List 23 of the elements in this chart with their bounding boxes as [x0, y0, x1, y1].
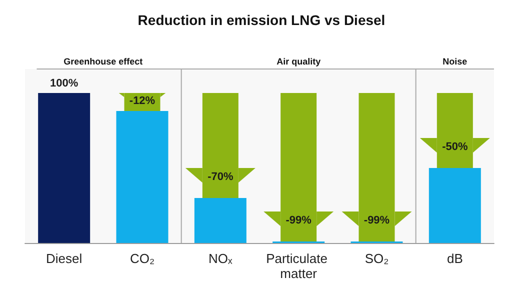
bar	[116, 111, 168, 243]
band-label: Air quality	[276, 56, 321, 66]
bar	[194, 198, 246, 243]
annotation: -12%	[129, 95, 156, 107]
x-tick-label: CO₂	[130, 251, 155, 266]
bar	[358, 93, 395, 242]
bar	[428, 168, 481, 243]
annotation: -99%	[364, 214, 390, 226]
x-tick-label: Particulate matter	[266, 251, 332, 281]
bar	[436, 93, 473, 168]
band-label: Greenhouse effect	[64, 56, 143, 66]
bar	[280, 93, 317, 242]
bar	[202, 93, 238, 198]
x-tick-label: SO₂	[364, 251, 389, 266]
annotation: -99%	[286, 214, 312, 226]
x-tick-label: dB	[446, 251, 463, 266]
data-label: 100%	[50, 78, 78, 90]
annotation: -50%	[442, 141, 468, 153]
annotation: -70%	[208, 171, 234, 183]
chart-title: Reduction in emission LNG vs Diesel	[138, 12, 386, 28]
x-tick-label: Diesel	[46, 251, 82, 266]
x-tick-label: NOₓ	[208, 251, 234, 266]
band-label: Noise	[442, 56, 468, 66]
